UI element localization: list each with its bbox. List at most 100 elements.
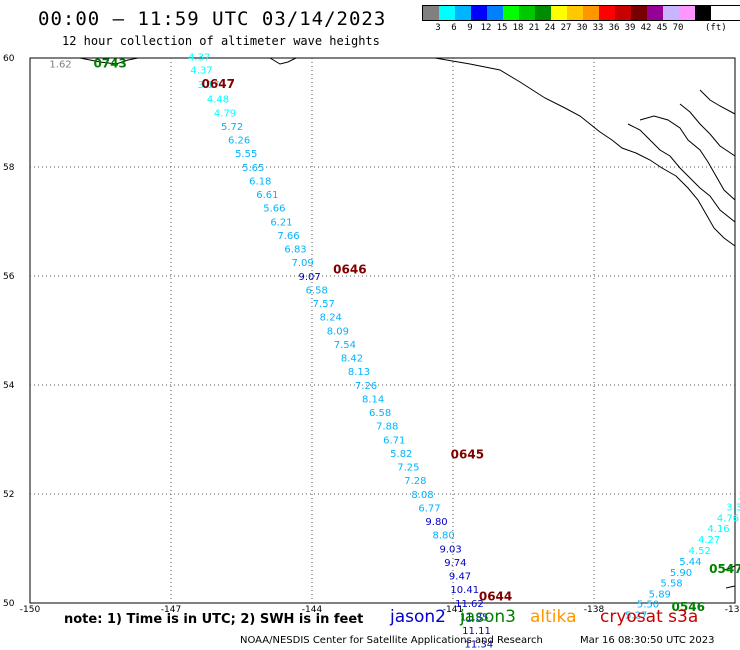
units-note: note: 1) Time is in UTC; 2) SWH is in fe… — [64, 612, 364, 627]
coastline-segment — [679, 103, 736, 157]
swh-reading: 7.57 — [313, 299, 335, 310]
legend-tick-label: 21 — [528, 23, 540, 33]
coastline-segment — [724, 565, 736, 571]
swh-reading: 11.85 — [460, 612, 489, 623]
longitude-label: -135 — [725, 605, 740, 615]
swh-reading: 7.26 — [355, 381, 377, 392]
legend-swatch — [519, 6, 535, 20]
legend-tick-label: 3 — [435, 23, 441, 33]
legend-tick-label: 36 — [608, 23, 620, 33]
swh-reading: 7.09 — [291, 258, 313, 269]
legend-tick-label: 27 — [560, 23, 572, 33]
latitude-label: 58 — [3, 163, 15, 173]
graticule — [30, 58, 735, 603]
coastline-segment — [639, 115, 736, 201]
swh-reading: 9.03 — [440, 544, 462, 555]
swh-reading: 4.37 — [190, 65, 212, 76]
wave-height-points: 1.62 4.374.37 3.17 4.48 4.79 5.72 6.26 5.55 5.65… — [49, 53, 740, 650]
swh-reading: 3.28 — [738, 491, 740, 502]
map-frame — [29, 57, 736, 604]
map-title: 00:00 – 11:59 UTC 03/14/2023 — [38, 8, 387, 30]
longitude-label: -141 — [443, 605, 463, 615]
swh-reading: 5.44 — [679, 557, 701, 568]
latitude-label: 52 — [3, 490, 14, 500]
satellite-legend-item: jason2 — [390, 607, 446, 627]
legend-swatch — [567, 6, 583, 20]
coastline-segment — [699, 89, 736, 115]
satellite-legend-item: altika — [530, 607, 577, 627]
swh-reading: 9.74 — [444, 558, 466, 569]
legend-swatch — [679, 6, 695, 20]
swh-reading: 7.54 — [334, 340, 356, 351]
latitude-label: 50 — [3, 599, 15, 609]
swh-reading: 4.52 — [689, 546, 711, 557]
longitude-label: -138 — [584, 605, 605, 615]
generation-timestamp: Mar 16 08:30:50 UTC 2023 — [580, 635, 715, 646]
pass-time-label: 0646 — [333, 262, 366, 276]
swh-reading: 4.79 — [214, 108, 236, 119]
satellite-legend-item: cryosat s3a — [600, 607, 699, 627]
swh-reading: 5.27 — [625, 610, 647, 621]
swh-reading: 5.55 — [235, 149, 257, 160]
legend-swatch — [503, 6, 519, 20]
swh-reading: 8.09 — [327, 326, 349, 337]
coastline-segment — [79, 57, 139, 65]
swh-reading: 5.50 — [637, 599, 659, 610]
legend-tick-label: 24 — [544, 23, 556, 33]
swh-reading: 6.18 — [249, 176, 271, 187]
swh-reading: 5.58 — [660, 579, 682, 590]
swh-reading: 11.11 — [462, 626, 491, 637]
swh-reading: 1.62 — [49, 59, 71, 70]
longitude-label: -147 — [161, 605, 181, 615]
swh-reading: 9.07 — [299, 272, 321, 283]
swh-reading: 8.13 — [348, 367, 370, 378]
swh-reading: 3.37 — [726, 502, 740, 513]
legend-tick-label: 15 — [496, 23, 508, 33]
swh-reading: 8.42 — [341, 354, 363, 365]
swh-reading: 4.37 — [188, 53, 210, 64]
legend-swatch — [439, 6, 455, 20]
legend-tick-label: 12 — [480, 23, 492, 33]
swh-reading: 7.66 — [277, 231, 299, 242]
legend-tick-label: 39 — [624, 23, 636, 33]
longitude-label: -144 — [302, 605, 323, 615]
legend-swatch — [487, 6, 503, 20]
longitude-label: -150 — [20, 605, 41, 615]
legend-tick-label: 70 — [672, 23, 684, 33]
swh-reading: 6.58 — [306, 285, 328, 296]
map-subtitle: 12 hour collection of altimeter wave hei… — [62, 34, 380, 48]
swh-reading: 6.71 — [383, 435, 405, 446]
swh-reading: 6.21 — [270, 217, 292, 228]
legend-swatch — [599, 6, 615, 20]
credit-line: NOAA/NESDIS Center for Satellite Applica… — [240, 635, 543, 646]
legend-swatch — [647, 6, 663, 20]
axis-labels: -150 -147 -144 -141 -138 -135 60 58 56 54 52 50 — [3, 54, 740, 615]
legend-swatch — [615, 6, 631, 20]
swh-reading: 7.88 — [376, 422, 398, 433]
swh-reading: 6.83 — [284, 245, 306, 256]
swh-reading: 5.89 — [649, 590, 671, 601]
legend-swatch — [631, 6, 647, 20]
swh-reading: 4.48 — [207, 95, 229, 106]
swh-reading: 3.17 — [197, 80, 219, 91]
coastline-segment — [269, 57, 297, 65]
swh-reading: 7.25 — [397, 463, 419, 474]
swh-reading: 9.80 — [425, 517, 447, 528]
swh-reading: 4.27 — [698, 535, 720, 546]
legend-tick-label: 45 — [656, 23, 668, 33]
swh-reading: 5.65 — [242, 163, 264, 174]
swh-reading: 8.08 — [411, 490, 433, 501]
swh-reading: 6.61 — [256, 190, 278, 201]
swh-reading: 5.66 — [263, 204, 285, 215]
legend-swatch — [663, 6, 679, 20]
swh-reading: 9.47 — [449, 572, 471, 583]
swh-reading: 5.82 — [390, 449, 412, 460]
legend-tick-label: 6 — [451, 23, 457, 33]
legend-tick-label: 9 — [467, 23, 473, 33]
swh-reading: 8.80 — [432, 531, 454, 542]
legend-swatch — [551, 6, 567, 20]
coastline-segment — [627, 123, 736, 223]
latitude-label: 54 — [3, 381, 15, 391]
legend-unit: (ft) — [705, 23, 727, 33]
legend-color-bar — [422, 5, 740, 21]
